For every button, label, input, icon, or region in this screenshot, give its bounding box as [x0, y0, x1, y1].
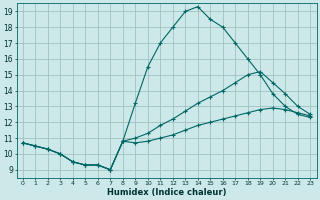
X-axis label: Humidex (Indice chaleur): Humidex (Indice chaleur)	[107, 188, 226, 197]
